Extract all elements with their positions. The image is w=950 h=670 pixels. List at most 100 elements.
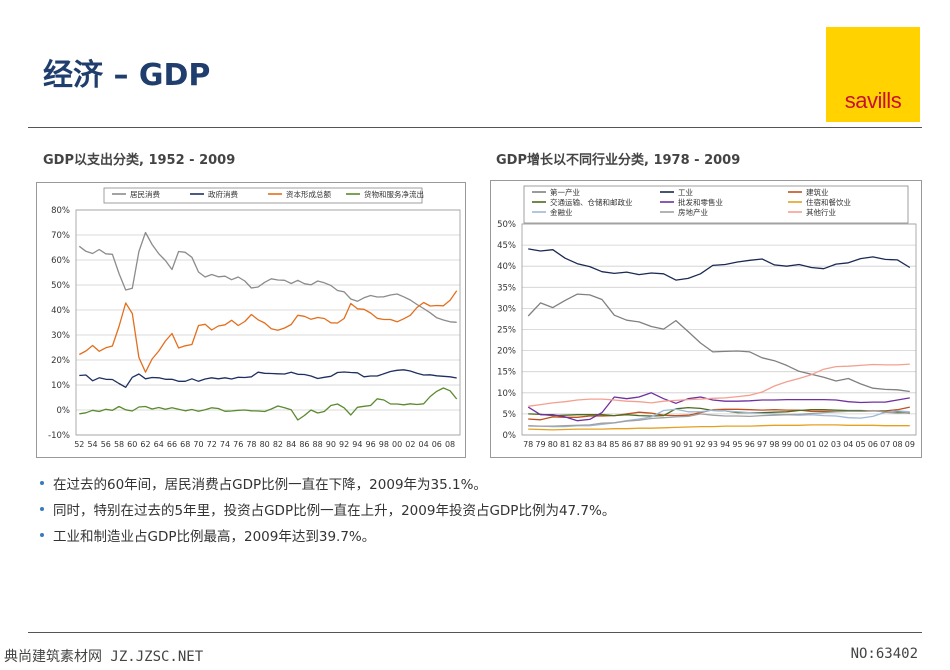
bullet-text: 同时，特别在过去的5年里，投资占GDP比例一直在上升，2009年投资占GDP比例… <box>53 503 616 519</box>
x-tick-label: 68 <box>180 440 190 449</box>
x-tick-label: 94 <box>352 440 362 449</box>
x-tick-label: 08 <box>892 440 902 449</box>
image-number: NO:63402 <box>850 646 918 662</box>
x-tick-label: 94 <box>720 440 730 449</box>
series-line-1 <box>527 293 910 393</box>
x-tick-label: 58 <box>114 440 124 449</box>
expenditure-chart: -10% 0% 10% 20% 30% 40% 50% 60% 70% 80% 52 54 56 58 60… <box>36 182 466 458</box>
y-tick-label: -10% <box>48 431 70 441</box>
y-tick-label: 50% <box>51 281 70 291</box>
chart-frame <box>36 182 466 458</box>
x-tick-label: 90 <box>326 440 336 449</box>
legend-box <box>523 185 909 224</box>
x-tick-label: 83 <box>585 440 595 449</box>
footer-divider <box>28 632 922 633</box>
x-tick-label: 91 <box>683 440 693 449</box>
bullet-list: 在过去的60年间，居民消费占GDP比例一直在下降，2009年为35.1%。 同时… <box>40 470 615 548</box>
x-tick-label: 00 <box>794 440 804 449</box>
x-tick-label: 72 <box>207 440 217 449</box>
x-tick-label: 84 <box>597 440 607 449</box>
chart-2-title: GDP增长以不同行业分类, 1978 - 2009 <box>496 153 741 168</box>
y-tick-label: 35% <box>497 283 516 293</box>
x-tick-label: 66 <box>167 440 177 449</box>
x-tick-label: 88 <box>646 440 656 449</box>
legend-label: 金融业 <box>550 207 573 217</box>
y-tick-label: 40% <box>51 306 70 316</box>
x-tick-label: 08 <box>445 440 455 449</box>
savills-logo: savills <box>826 27 920 122</box>
y-tick-label: 25% <box>497 326 516 336</box>
x-tick-label: 93 <box>708 440 718 449</box>
series-line-1 <box>78 231 457 323</box>
x-tick-label: 70 <box>193 440 203 449</box>
x-tick-label: 86 <box>622 440 632 449</box>
legend-label: 住宿和餐饮业 <box>806 197 851 207</box>
series-line-9 <box>528 363 910 407</box>
bullet-dot <box>40 507 44 511</box>
bullet-text: 工业和制造业占GDP比例最高，2009年达到39.7%。 <box>53 529 376 545</box>
y-tick-label: 80% <box>51 206 70 216</box>
chart-frame <box>490 180 922 458</box>
series-line-2 <box>79 369 457 388</box>
legend-label: 货物和服务净流出 <box>364 189 424 199</box>
logo-text: savills <box>844 88 902 113</box>
y-tick-label: 30% <box>51 331 70 341</box>
y-tick-label: 10% <box>497 389 516 399</box>
x-tick-label: 56 <box>101 440 111 449</box>
y-tick-label: 45% <box>497 241 516 251</box>
legend-label: 建筑业 <box>806 187 829 197</box>
x-tick-label: 87 <box>634 440 644 449</box>
y-tick-label: 15% <box>497 368 516 378</box>
y-tick-label: 10% <box>51 381 70 391</box>
bullet-dot <box>40 481 44 485</box>
bullet-item: 工业和制造业占GDP比例最高，2009年达到39.7%。 <box>40 522 615 548</box>
x-tick-label: 82 <box>273 440 283 449</box>
x-tick-label: 92 <box>695 440 705 449</box>
y-tick-label: 5% <box>503 410 517 420</box>
x-tick-label: 96 <box>745 440 755 449</box>
legend-label: 工业 <box>678 187 693 197</box>
y-tick-label: 50% <box>497 220 516 230</box>
x-tick-label: 90 <box>671 440 681 449</box>
legend-label: 第一产业 <box>550 187 580 197</box>
bullet-item: 在过去的60年间，居民消费占GDP比例一直在下降，2009年为35.1%。 <box>40 470 615 496</box>
series-line-7 <box>528 408 910 428</box>
x-tick-label: 98 <box>769 440 779 449</box>
x-tick-label: 85 <box>609 440 619 449</box>
y-tick-label: 60% <box>51 256 70 266</box>
legend-label: 房地产业 <box>678 207 708 217</box>
x-tick-label: 78 <box>523 440 533 449</box>
series-line-6 <box>528 424 910 431</box>
chart-1-title: GDP以支出分类, 1952 - 2009 <box>43 153 236 168</box>
x-tick-label: 96 <box>366 440 376 449</box>
x-tick-label: 88 <box>313 440 323 449</box>
plot-border <box>521 223 917 436</box>
x-tick-label: 80 <box>260 440 270 449</box>
series-line-8 <box>528 409 910 427</box>
legend-label: 政府消费 <box>208 189 238 199</box>
x-tick-label: 84 <box>286 440 296 449</box>
x-tick-label: 64 <box>154 440 164 449</box>
legend-label: 交通运输、仓储和邮政业 <box>550 197 633 207</box>
x-tick-label: 97 <box>757 440 767 449</box>
x-tick-label: 86 <box>299 440 309 449</box>
x-tick-label: 04 <box>843 440 853 449</box>
legend-box <box>103 187 423 204</box>
x-tick-label: 79 <box>535 440 545 449</box>
bullet-dot <box>40 533 44 537</box>
x-tick-label: 95 <box>732 440 742 449</box>
watermark-text: 典尚建筑素材网 JZ.JZSC.NET <box>4 649 204 665</box>
x-tick-label: 80 <box>548 440 558 449</box>
legend-label: 批发和零售业 <box>678 197 723 207</box>
x-tick-label: 06 <box>432 440 442 449</box>
y-tick-label: 30% <box>497 304 516 314</box>
x-tick-label: 60 <box>127 440 137 449</box>
x-tick-label: 02 <box>405 440 415 449</box>
y-tick-label: 20% <box>51 356 70 366</box>
y-tick-label: 0% <box>503 431 517 441</box>
x-tick-label: 74 <box>220 440 230 449</box>
y-tick-label: 20% <box>497 347 516 357</box>
x-tick-label: 04 <box>418 440 428 449</box>
x-tick-label: 09 <box>905 440 915 449</box>
x-tick-label: 01 <box>806 440 816 449</box>
